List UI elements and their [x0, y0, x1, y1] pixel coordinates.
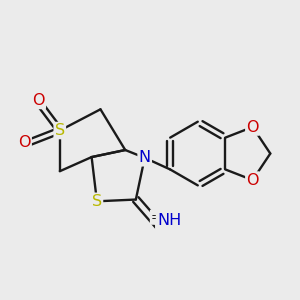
Text: =: = — [151, 211, 162, 224]
Text: H: H — [156, 217, 168, 232]
Text: NH: NH — [157, 213, 181, 228]
Text: N: N — [139, 150, 151, 165]
Text: O: O — [18, 135, 31, 150]
Text: O: O — [32, 93, 45, 108]
Text: S: S — [55, 123, 65, 138]
Text: O: O — [246, 172, 259, 188]
Text: S: S — [92, 194, 102, 209]
Text: O: O — [246, 119, 259, 134]
